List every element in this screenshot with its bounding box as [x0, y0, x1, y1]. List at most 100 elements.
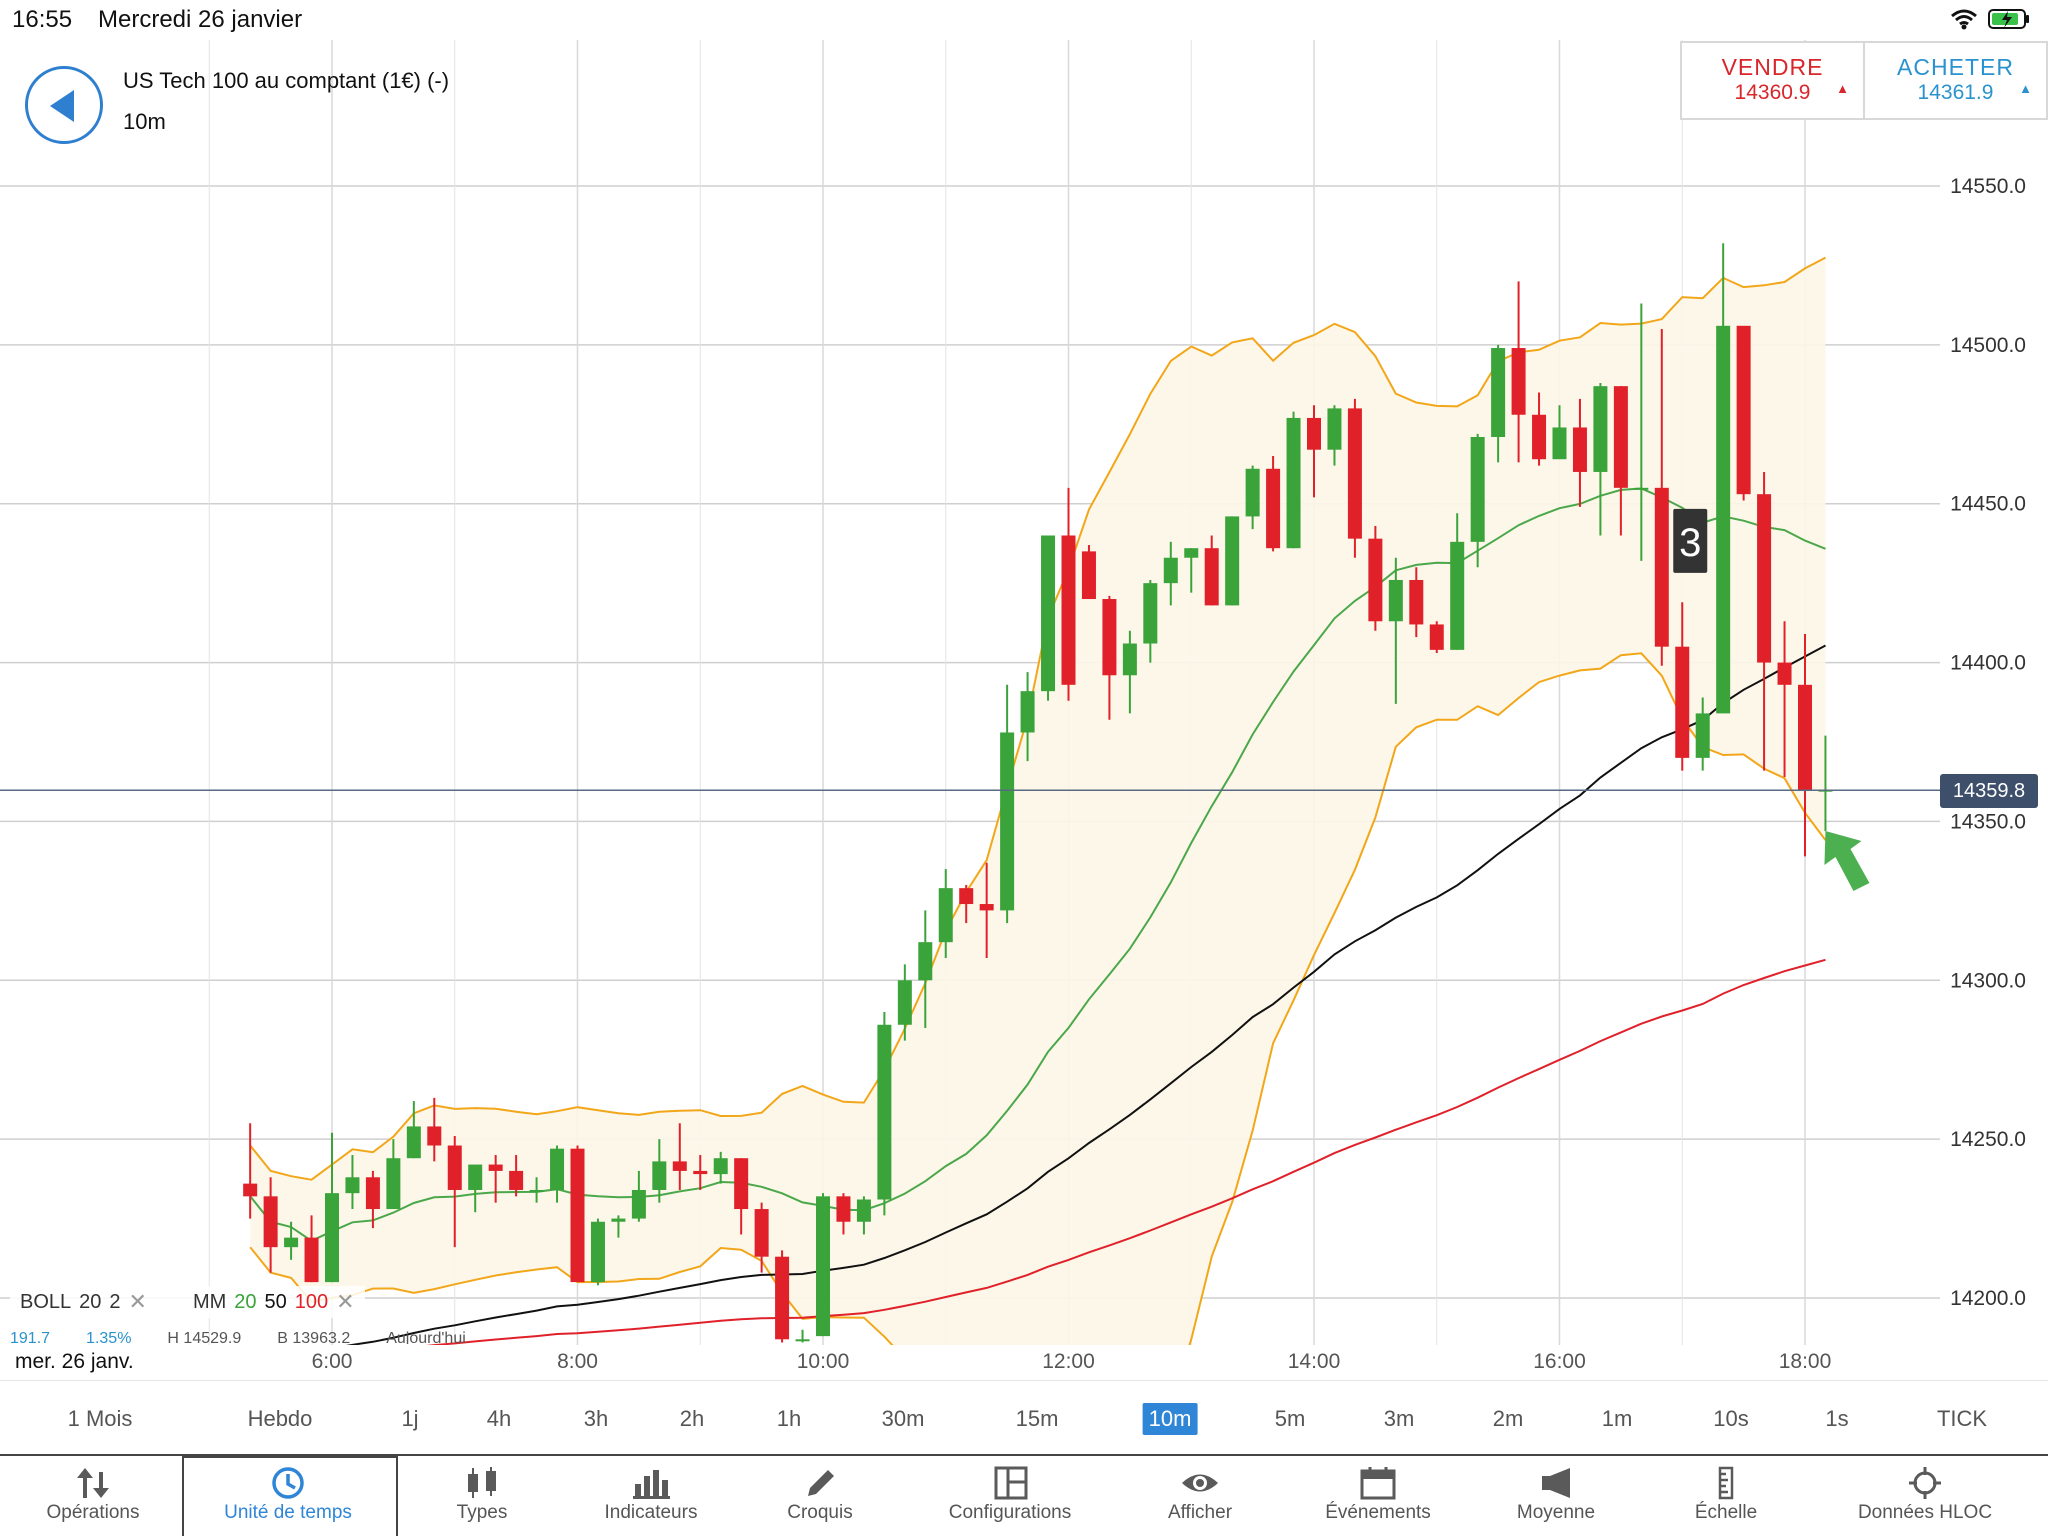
stats-range: 191.7 [10, 1330, 51, 1344]
x-tick-label: 10:00 [796, 1350, 850, 1373]
candle-body [468, 1164, 483, 1190]
candle-body [754, 1209, 769, 1257]
candle-body [897, 980, 912, 1025]
remove-boll-icon[interactable]: ✕ [128, 1289, 147, 1314]
x-tick-label: 14:00 [1287, 1350, 1341, 1373]
candle-body [1429, 624, 1444, 650]
candle-body [1266, 468, 1281, 549]
candle-body [1532, 414, 1547, 460]
candle-body [488, 1164, 503, 1171]
trade-panel: VENDRE 14360.9 ▲ ACHETER 14361.9 ▲ [1680, 41, 2048, 120]
x-tick-label: 8:00 [557, 1350, 598, 1373]
toolbar-eye-button[interactable]: Afficher [1110, 1456, 1290, 1536]
crosshair-icon [1835, 1466, 2015, 1500]
timeframe-option[interactable]: 5m [1274, 1406, 1306, 1431]
bottom-toolbar: Opérations Unité de temps Types Indicateurs… [0, 1456, 2048, 1536]
toolbar-label: Indicateurs [604, 1502, 698, 1523]
candle-body [1572, 427, 1587, 472]
x-tick-label: 12:00 [1042, 1350, 1095, 1373]
candle-body [1102, 599, 1117, 676]
status-icons [1950, 8, 2032, 30]
toolbar-clock-button[interactable]: Unité de temps [198, 1456, 378, 1536]
timeframe-option[interactable]: 1s [1825, 1406, 1849, 1431]
timeframe-option[interactable]: 2m [1492, 1406, 1524, 1431]
ma-50-value: 50 [264, 1290, 287, 1313]
timeframe-option[interactable]: 10m [1142, 1403, 1198, 1435]
toolbar-pencil-button[interactable]: Croquis [730, 1456, 910, 1536]
timeframe-option[interactable]: 2h [679, 1406, 705, 1431]
candle-body [1143, 583, 1158, 644]
toolbar-label: Croquis [787, 1502, 853, 1523]
candle-body [570, 1148, 585, 1283]
back-button[interactable] [25, 66, 103, 144]
buy-label: ACHETER [1897, 54, 2014, 80]
bollinger-band-fill [250, 257, 1826, 1345]
x-tick-label: 18:00 [1778, 1350, 1832, 1373]
toolbar-ruler-button[interactable]: Échelle [1636, 1456, 1816, 1536]
buy-button[interactable]: ACHETER 14361.9 ▲ [1863, 43, 2046, 118]
candle-body [1307, 417, 1321, 450]
candlestick-chart[interactable]: 14550.0 14500.0 14450.0 14400.0 14350.0 14300… [0, 40, 2048, 1345]
stats-low: B 13963.2 [277, 1330, 351, 1344]
toolbar-megaphone-button[interactable]: Moyenne [1466, 1456, 1646, 1536]
toolbar-bars-button[interactable]: Indicateurs [561, 1456, 741, 1536]
candle-body [1286, 417, 1301, 549]
candle-body [1777, 662, 1792, 685]
timeframe-option[interactable]: 1h [776, 1406, 802, 1431]
candle-body [1798, 684, 1812, 790]
candle-body [775, 1256, 790, 1340]
remove-ma-icon[interactable]: ✕ [336, 1289, 355, 1314]
price-chart[interactable]: 14550.0 14500.0 14450.0 14400.0 14350.0 14300… [0, 40, 2048, 1345]
timeframe-option[interactable]: 30m [881, 1406, 925, 1431]
toolbar-calendar-button[interactable]: Événements [1288, 1456, 1468, 1536]
candle-body [877, 1024, 892, 1200]
toolbar-label: Unité de temps [224, 1502, 352, 1523]
arrows-updown-icon [3, 1466, 183, 1500]
toolbar-candles-button[interactable]: Types [392, 1456, 572, 1536]
toolbar-layout-button[interactable]: Configurations [920, 1456, 1100, 1536]
candle-body [816, 1196, 830, 1337]
timeframe-option[interactable]: 1 Mois [67, 1406, 133, 1431]
timeframe-option[interactable]: 15m [1015, 1406, 1059, 1431]
sell-button[interactable]: VENDRE 14360.9 ▲ [1682, 43, 1863, 118]
candle-body [1020, 691, 1035, 733]
timeframe-option[interactable]: TICK [1936, 1406, 1988, 1431]
timeframe-option[interactable]: 1m [1601, 1406, 1633, 1431]
ma-20-line [249, 487, 1826, 1242]
x-tick-label: 16:00 [1533, 1350, 1586, 1373]
eye-icon [1110, 1466, 1290, 1500]
current-price-tag: 14359.8 [1940, 774, 2038, 808]
candle-body [1654, 487, 1669, 647]
candle-body [938, 888, 953, 943]
timeframe-option[interactable]: 4h [486, 1406, 512, 1431]
timeframe-option[interactable]: 1j [401, 1406, 419, 1431]
timeframe-option[interactable]: 3h [583, 1406, 609, 1431]
timeframe-option[interactable]: Hebdo [247, 1406, 313, 1431]
ma-100-line [425, 958, 1826, 1345]
bollinger-upper-line [249, 256, 1826, 1181]
candle-body [795, 1339, 810, 1342]
candle-body [1000, 732, 1015, 911]
bollinger-lower-line [249, 652, 1827, 1345]
candle-body [611, 1218, 626, 1222]
toolbar-label: Moyenne [1516, 1502, 1596, 1523]
candle-body [672, 1161, 687, 1171]
candle-body [1613, 386, 1628, 488]
candle-body [1716, 325, 1731, 714]
chart-date-label: mer. 26 janv. [12, 1350, 137, 1374]
candle-body [1245, 468, 1260, 517]
event-marker [1673, 508, 1708, 573]
candle-body [1347, 408, 1362, 539]
candle-body [1409, 579, 1424, 625]
status-bar: 16:55 Mercredi 26 janvier [0, 0, 2048, 40]
ma-100-value: 100 [294, 1290, 329, 1313]
candle-body [856, 1199, 871, 1222]
toolbar-arrows-updown-button[interactable]: Opérations [3, 1456, 183, 1536]
candle-body [836, 1196, 851, 1222]
candle-body [1511, 348, 1526, 415]
toolbar-crosshair-button[interactable]: Données HLOC [1835, 1456, 2015, 1536]
timeframe-option[interactable]: 10s [1713, 1406, 1749, 1431]
timeframe-option[interactable]: 3m [1383, 1406, 1415, 1431]
status-date: Mercredi 26 janvier [98, 6, 303, 33]
toolbar-label: Échelle [1694, 1502, 1758, 1523]
